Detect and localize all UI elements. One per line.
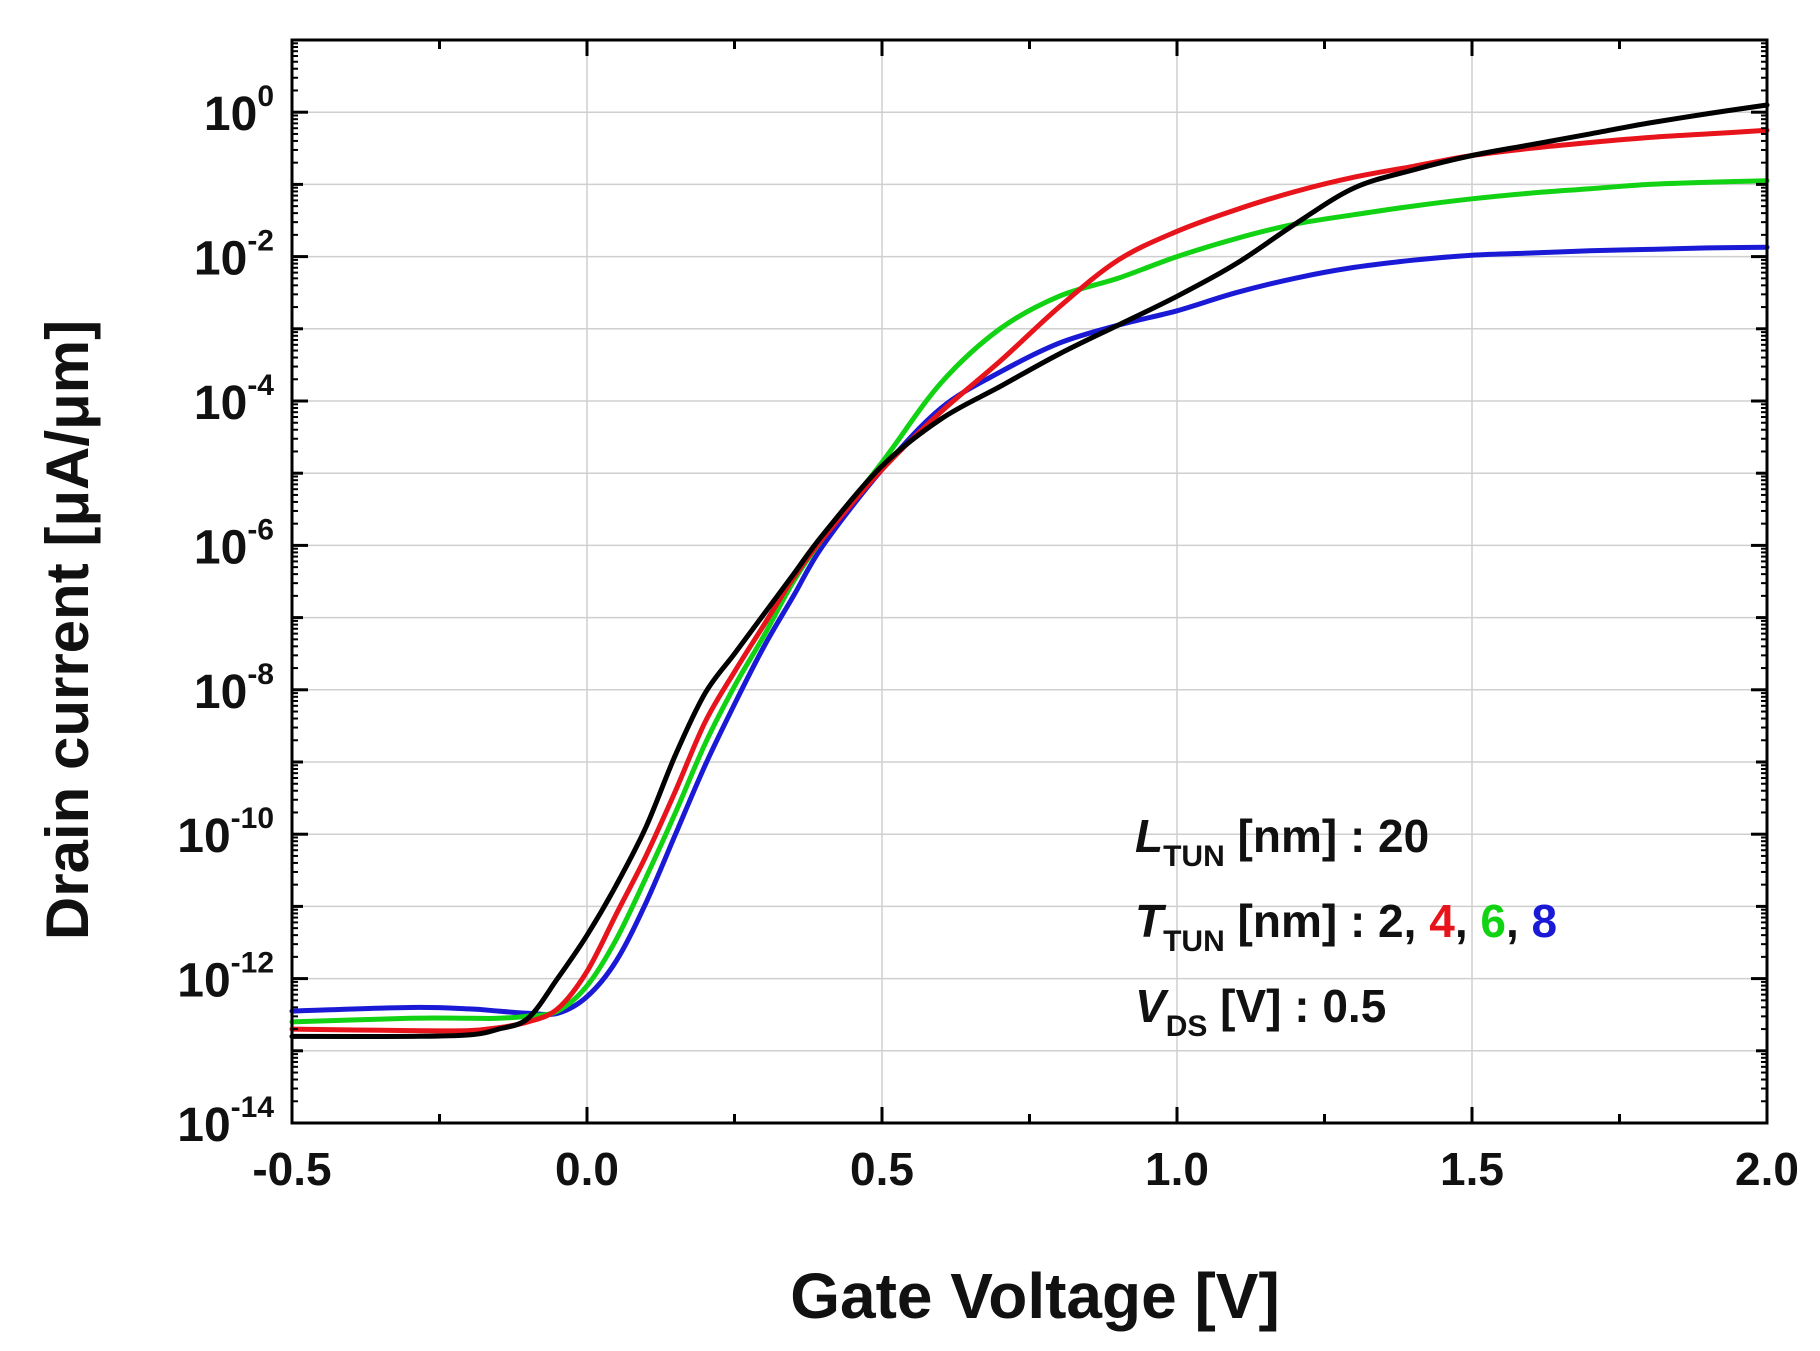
grid-layer — [291, 39, 1768, 1124]
y-tick-base: 10 — [177, 1099, 230, 1152]
y-tick-label: 10-14 — [177, 1091, 274, 1152]
y-tick-label: 10-4 — [194, 369, 274, 430]
y-axis-title: Drain current [μA/μm] — [34, 320, 101, 940]
y-tick-exponent: -10 — [231, 802, 274, 835]
annotation-t-tun-8: 8 — [1532, 895, 1558, 947]
annotation-v-ds-var: V — [1135, 980, 1169, 1032]
y-tick-base: 10 — [194, 233, 247, 286]
annotation-t-tun-sub: TUN — [1163, 925, 1225, 958]
y-tick-exponent: -6 — [247, 513, 274, 546]
y-tick-exponent: 0 — [257, 80, 274, 113]
y-tick-base: 10 — [194, 666, 247, 719]
x-tick-label: 1.0 — [1145, 1143, 1209, 1195]
x-axis-title: Gate Voltage [V] — [790, 1260, 1280, 1332]
annotation-l-tun-var: L — [1135, 810, 1163, 862]
y-tick-base: 10 — [177, 810, 230, 863]
y-tick-exponent: -4 — [247, 369, 274, 402]
annotation-t-tun-4: 4 — [1429, 895, 1455, 947]
x-tick-labels: -0.5 0.0 0.5 1.0 1.5 2.0 — [252, 1143, 1799, 1195]
y-tick-label: 10-10 — [177, 802, 274, 863]
annotation-l-tun-sub: TUN — [1163, 840, 1225, 873]
annotation-t-tun-var: T — [1135, 895, 1167, 947]
annotation-comma-1: , — [1455, 895, 1481, 947]
y-tick-label: 10-12 — [177, 947, 274, 1008]
tick-layer — [290, 38, 1769, 1125]
annotation-t-tun-6: 6 — [1480, 895, 1506, 947]
y-tick-exponent: -8 — [247, 658, 274, 691]
y-tick-base: 10 — [177, 955, 230, 1008]
annotation-l-tun: LTUN [nm] : 20 — [1135, 810, 1429, 873]
x-tick-label: 0.5 — [850, 1143, 914, 1195]
y-tick-base: 10 — [194, 377, 247, 430]
x-tick-label: 0.0 — [555, 1143, 619, 1195]
y-tick-exponent: -12 — [231, 947, 274, 980]
x-tick-label: -0.5 — [252, 1143, 331, 1195]
y-tick-label: 100 — [204, 80, 274, 141]
y-tick-label: 10-6 — [194, 513, 274, 574]
y-tick-base: 10 — [194, 521, 247, 574]
series-line-2nm — [289, 102, 1770, 1039]
annotation-v-ds-sub: DS — [1166, 1010, 1208, 1043]
y-tick-exponent: -14 — [231, 1091, 275, 1124]
plot-frame — [290, 38, 1769, 1125]
y-tick-label: 10-2 — [194, 225, 274, 286]
annotation-v-ds: VDS [V] : 0.5 — [1135, 980, 1386, 1043]
y-tick-base: 10 — [204, 88, 257, 141]
annotation-t-tun: TTUN [nm] : 2, 4, 6, 8 — [1135, 895, 1557, 958]
x-tick-label: 2.0 — [1735, 1143, 1799, 1195]
series-layer — [289, 102, 1770, 1039]
x-tick-label: 1.5 — [1440, 1143, 1504, 1195]
annotation-t-tun-value: [nm] : 2, — [1225, 895, 1429, 947]
annotation-comma-2: , — [1506, 895, 1532, 947]
y-tick-exponent: -2 — [247, 225, 274, 258]
y-tick-label: 10-8 — [194, 658, 274, 719]
annotation-l-tun-value: [nm] : 20 — [1225, 810, 1429, 862]
annotation-v-ds-value: [V] : 0.5 — [1207, 980, 1386, 1032]
